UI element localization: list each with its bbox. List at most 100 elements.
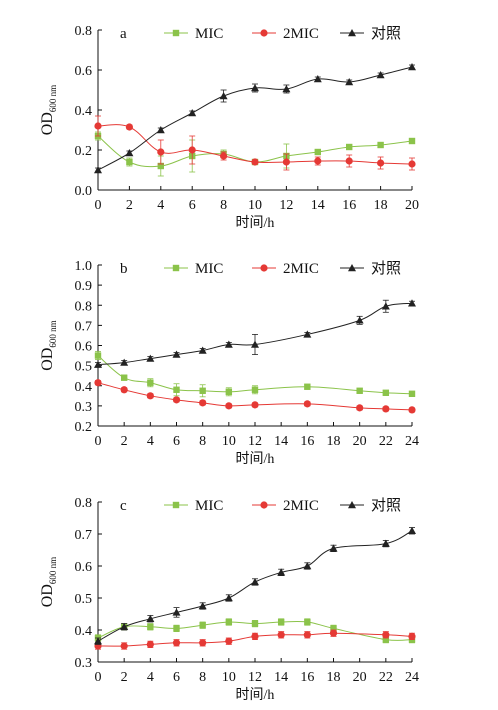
data-point-control (172, 608, 181, 616)
data-point-2mic (225, 402, 233, 410)
series-line-2mic (97, 124, 413, 165)
y-axis-title-subscript: 600 nm (48, 85, 58, 112)
y-axis-title-subscript: 600 nm (48, 557, 58, 584)
x-tick-label: 12 (248, 670, 262, 685)
data-point-mic (173, 386, 180, 393)
data-point-2mic (408, 632, 416, 641)
y-tick-label: 0.6 (75, 340, 93, 355)
panel-letter: b (120, 261, 128, 277)
x-tick-label: 12 (248, 434, 262, 449)
y-tick-label: 0.8 (75, 24, 93, 39)
x-tick-label: 18 (327, 670, 341, 685)
data-point-mic (304, 618, 311, 626)
x-tick-label: 18 (374, 198, 388, 213)
data-point-2mic (220, 152, 228, 160)
data-point-2mic (125, 123, 133, 131)
y-axis-title: OD600 nm (39, 557, 58, 607)
data-point-control (94, 360, 102, 368)
y-tick-label: 0.8 (75, 496, 93, 511)
data-point-mic (408, 390, 416, 397)
panel-letter: c (120, 498, 127, 514)
legend-marker-2mic (260, 501, 268, 509)
data-point-2mic (408, 406, 416, 414)
data-point-control (345, 78, 354, 86)
data-point-mic (173, 625, 180, 632)
x-axis-title: 时间/h (236, 451, 275, 467)
data-point-mic (346, 143, 353, 151)
y-axis-title: OD600 nm (39, 320, 58, 370)
legend-marker-control (348, 501, 356, 509)
data-point-control (198, 602, 207, 610)
data-point-2mic (225, 637, 233, 645)
legend-label-mic: MIC (195, 498, 223, 514)
data-point-control (120, 358, 129, 366)
data-point-mic (251, 620, 259, 627)
data-point-control (251, 578, 259, 586)
legend-label-control: 对照 (371, 497, 401, 514)
data-point-mic (330, 625, 337, 632)
data-point-mic (377, 141, 384, 149)
x-tick-label: 4 (157, 198, 164, 213)
x-tick-label: 6 (189, 198, 196, 213)
y-tick-label: 0.6 (75, 560, 93, 575)
x-tick-label: 16 (342, 198, 356, 213)
data-point-2mic (120, 386, 128, 394)
data-point-control (156, 126, 165, 134)
y-tick-label: 0.2 (75, 420, 93, 435)
y-axis-title: OD600 nm (39, 85, 58, 135)
x-tick-label: 2 (121, 670, 128, 685)
data-point-mic (199, 387, 206, 394)
data-point-mic (304, 383, 311, 390)
x-tick-label: 10 (222, 670, 236, 685)
data-point-2mic (345, 157, 353, 165)
data-point-mic (199, 622, 206, 629)
data-point-2mic (314, 157, 322, 165)
x-tick-label: 20 (353, 434, 367, 449)
data-point-2mic (94, 122, 102, 130)
x-tick-label: 10 (248, 198, 262, 213)
data-point-2mic (408, 160, 416, 168)
data-point-mic (408, 137, 416, 145)
data-point-2mic (356, 404, 364, 412)
x-tick-label: 8 (199, 434, 206, 449)
x-tick-label: 22 (379, 434, 393, 449)
data-point-control (303, 562, 312, 570)
legend-label-mic: MIC (195, 26, 223, 42)
data-point-control (219, 92, 228, 100)
x-tick-label: 16 (300, 434, 314, 449)
data-point-mic (225, 388, 233, 395)
legend-marker-2mic (260, 29, 268, 37)
x-tick-label: 2 (126, 198, 133, 213)
data-point-control (146, 614, 155, 622)
series-line-control (97, 302, 413, 366)
data-point-control (224, 594, 233, 602)
y-tick-label: 0.2 (75, 144, 93, 159)
data-point-control (282, 85, 291, 93)
x-tick-label: 6 (173, 434, 180, 449)
legend-label-2mic: 2MIC (283, 498, 319, 514)
data-point-2mic (382, 405, 390, 413)
data-point-control (120, 622, 129, 630)
x-tick-label: 14 (274, 670, 288, 685)
data-point-mic (94, 352, 102, 359)
y-tick-label: 0.3 (75, 400, 93, 415)
x-tick-label: 6 (173, 670, 180, 685)
data-point-2mic (188, 146, 196, 154)
data-point-control (251, 340, 259, 348)
data-point-mic (314, 148, 321, 156)
data-point-control (408, 63, 416, 71)
x-tick-label: 0 (95, 198, 102, 213)
y-tick-label: 0.0 (75, 184, 93, 199)
x-tick-label: 4 (147, 670, 154, 685)
x-tick-label: 14 (274, 434, 288, 449)
y-tick-label: 1.0 (75, 259, 93, 274)
data-point-2mic (157, 148, 165, 156)
data-point-mic (225, 618, 233, 626)
panel-letter: a (120, 26, 127, 42)
x-tick-label: 24 (405, 434, 419, 449)
data-point-2mic (199, 639, 207, 647)
data-point-2mic (120, 642, 128, 650)
data-point-control (376, 71, 385, 79)
y-tick-label: 0.7 (75, 319, 93, 334)
chart-panel-c: 0.30.40.50.60.70.80 2 4 6 8 10 12 14 16 18 20 22 24时… (39, 496, 419, 703)
